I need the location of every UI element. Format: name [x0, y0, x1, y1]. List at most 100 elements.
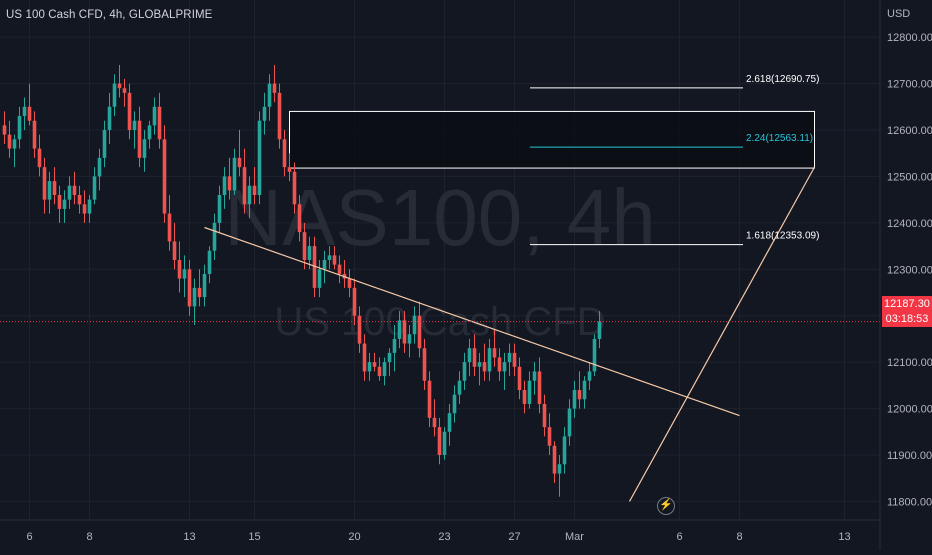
time-tick-label: 8 [736, 531, 742, 543]
candle-body [127, 92, 132, 130]
candle-body [177, 260, 182, 279]
price-tick-label: 12400.00 [887, 218, 932, 230]
candle-body [542, 403, 547, 428]
candle-body [117, 83, 122, 89]
symbol-title[interactable]: US 100 Cash CFD, 4h, GLOBALPRIME [6, 9, 213, 21]
candle-body [312, 246, 317, 288]
candle-body [262, 106, 267, 121]
price-tick-label: 11900.00 [887, 450, 932, 462]
candle-body [47, 181, 52, 200]
candle-body [562, 436, 567, 465]
candle-body [382, 362, 387, 377]
candle-body [92, 176, 97, 200]
candle-body [297, 204, 302, 233]
candle-body [567, 408, 572, 437]
price-tick-label: 12800.00 [887, 32, 932, 44]
candle-body [62, 199, 67, 209]
candle-body [77, 195, 82, 205]
time-tick-label: 23 [438, 531, 450, 543]
candle-body [307, 246, 312, 260]
candle-body [137, 120, 142, 158]
candle-body [472, 348, 477, 367]
candle-body [537, 371, 542, 404]
candle-body [427, 380, 432, 418]
target-zone [289, 110, 815, 169]
candle-body [67, 185, 72, 200]
lightning-icon[interactable]: ⚡ [657, 497, 675, 515]
candle-body [497, 357, 502, 372]
candle-body [167, 213, 172, 242]
candle-body [457, 380, 462, 395]
candle-body [407, 334, 412, 344]
candle-body [107, 106, 112, 130]
candle-body [247, 185, 252, 205]
fib-level-label: 2.618(12690.75) [746, 74, 819, 85]
candle-body [597, 321, 602, 339]
fib-level-label: 1.618(12353.09) [746, 231, 819, 242]
candle-body [377, 366, 382, 377]
candle-body [327, 255, 332, 260]
candle-body [22, 106, 27, 117]
price-tick-label: 12600.00 [887, 125, 932, 137]
candle-body [437, 427, 442, 455]
candle-body [2, 125, 7, 135]
candle-body [272, 83, 277, 93]
candle-body [477, 362, 482, 367]
candle-body [112, 83, 117, 107]
descending-trendline[interactable] [204, 226, 740, 417]
fib-levels: 1.618(12353.09) 2.24(12563.11) 2.618(12690… [530, 74, 819, 246]
time-tick-label: 6 [676, 531, 682, 543]
candle-body [192, 287, 197, 307]
price-tick-label: 12300.00 [887, 264, 932, 276]
candle-body [102, 130, 107, 158]
candle-body [97, 157, 102, 177]
candle-body [282, 139, 287, 168]
candle-body [387, 352, 392, 363]
candle-body [512, 352, 517, 367]
countdown-timer: 03:18:53 [885, 313, 929, 325]
candle-body [42, 167, 47, 200]
candle-body [442, 431, 447, 455]
candle-body [227, 176, 232, 191]
candle-body [57, 195, 62, 209]
candle-body [12, 139, 17, 149]
candle-body [557, 464, 562, 474]
candle-body [252, 185, 257, 195]
candles [2, 65, 602, 497]
candle-body [522, 390, 527, 404]
time-axis[interactable]: 6 8 13 15 20 23 27 Mar 6 8 13 [26, 531, 850, 543]
candle-body [552, 445, 557, 474]
watermark: NAS100, 4h US 100 Cash CFD [224, 173, 655, 344]
candle-body [352, 287, 357, 316]
watermark-description: US 100 Cash CFD [274, 300, 605, 344]
candle-body [422, 348, 427, 381]
time-tick-label: 15 [248, 531, 260, 543]
time-tick-label: 13 [183, 531, 195, 543]
candle-body [132, 120, 137, 130]
last-price-value: 12187.30 [884, 298, 930, 310]
fib-level-label: 2.24(12563.11) [746, 133, 813, 144]
candle-body [467, 348, 472, 363]
candle-body [317, 269, 322, 288]
price-tick-label: 11800.00 [887, 496, 932, 508]
candle-body [267, 83, 272, 107]
candle-body [122, 88, 127, 93]
projection-line[interactable] [628, 166, 816, 502]
time-tick-label: Mar [565, 531, 584, 543]
target-zone-rect[interactable] [289, 110, 815, 169]
candle-body [502, 362, 507, 372]
candle-body [517, 366, 522, 390]
candle-body [172, 241, 177, 260]
candle-body [17, 116, 22, 140]
candle-body [577, 390, 582, 400]
candle-body [232, 157, 237, 191]
candle-body [367, 362, 372, 372]
candle-body [322, 260, 327, 270]
time-tick-label: 13 [838, 531, 850, 543]
price-tick-label: 12700.00 [887, 79, 932, 91]
last-price-badge: 12187.30 03:18:53 [882, 296, 932, 327]
candle-body [482, 362, 487, 372]
